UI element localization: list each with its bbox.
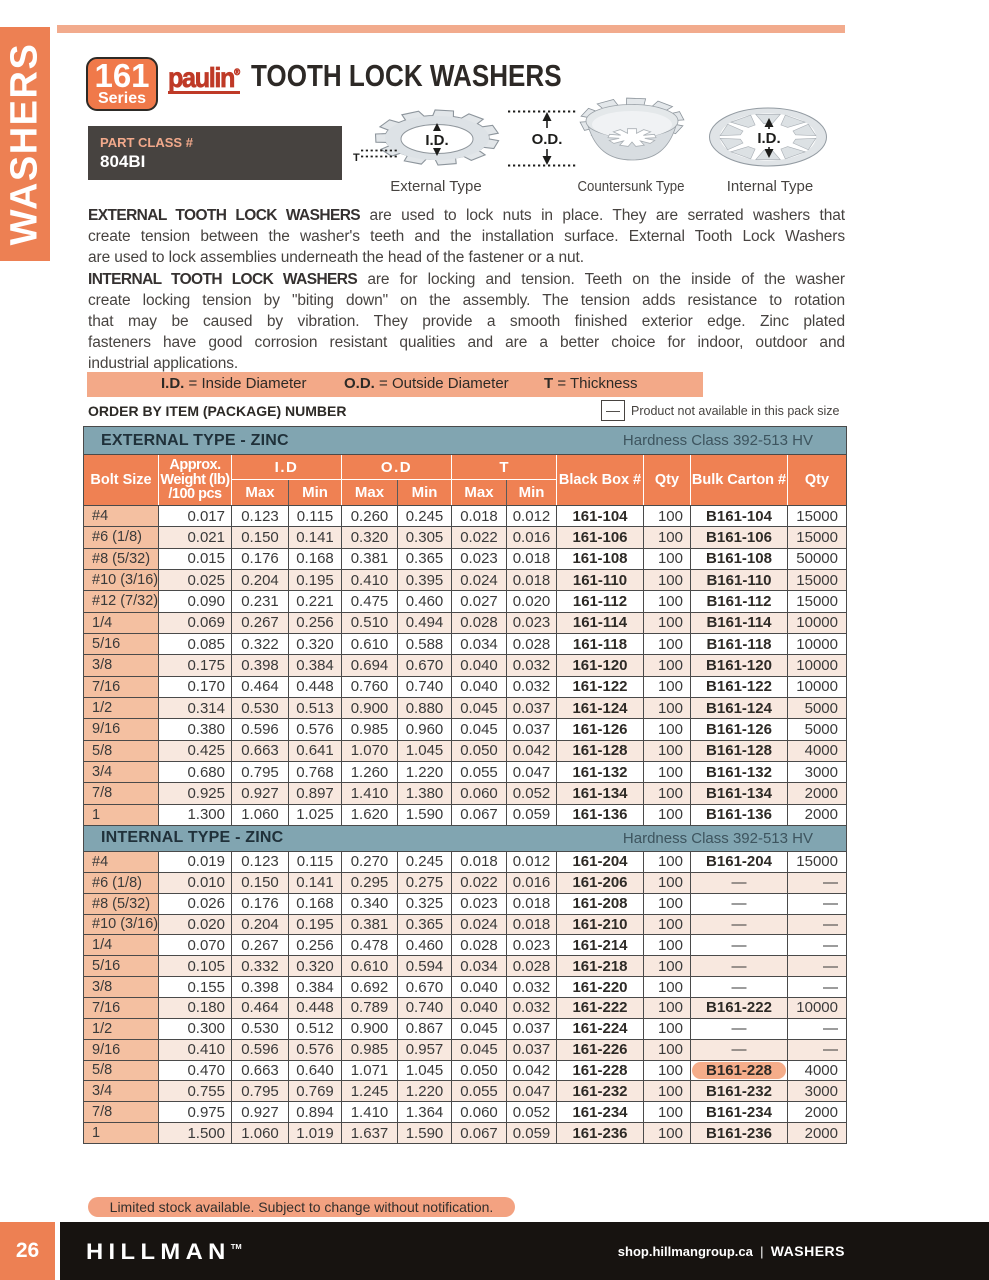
svg-text:Internal Type: Internal Type — [727, 178, 813, 195]
svg-text:I.D.: I.D. — [757, 130, 780, 147]
svg-text:T: T — [353, 152, 360, 164]
svg-text:I.D.: I.D. — [425, 132, 448, 149]
svg-text:External Type: External Type — [390, 178, 481, 195]
svg-text:Countersunk Type: Countersunk Type — [578, 178, 685, 195]
svg-text:O.D.: O.D. — [532, 131, 563, 148]
